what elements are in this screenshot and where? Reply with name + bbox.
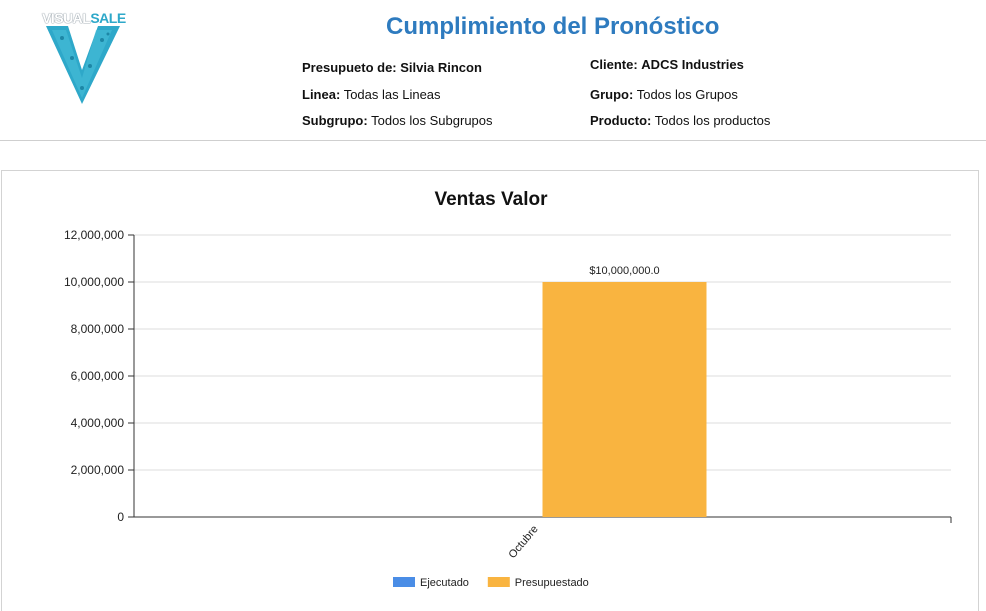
y-tick-label: 0 — [117, 510, 124, 524]
logo-text-sale: SALE — [90, 10, 126, 26]
meta-linea: Linea: Todas las Lineas — [302, 87, 441, 102]
meta-grupo-value: Todos los Grupos — [636, 87, 738, 102]
y-tick-label: 2,000,000 — [71, 463, 125, 477]
meta-subgrupo: Subgrupo: Todos los Subgrupos — [302, 113, 493, 128]
legend-label-presupuestado: Presupuestado — [515, 577, 589, 589]
meta-cliente-label: Cliente: — [590, 57, 638, 72]
y-tick-label: 12,000,000 — [64, 228, 124, 242]
legend-label-ejecutado: Ejecutado — [420, 577, 469, 589]
bar-presupuestado — [542, 282, 707, 517]
meta-cliente: Cliente: ADCS Industries — [590, 57, 744, 72]
meta-presupuesto-label: Presupueto de: — [302, 60, 397, 75]
meta-producto: Producto: Todos los productos — [590, 113, 770, 128]
legend-swatch-presupuestado — [487, 577, 510, 587]
logo-v-mark — [46, 26, 120, 104]
ventas-valor-chart: Ventas Valor 0 2,000,000 4,000,000 6,000,000… — [64, 189, 952, 589]
legend-swatch-ejecutado — [393, 577, 415, 587]
meta-linea-label: Linea: — [302, 87, 341, 102]
y-tick-label: 4,000,000 — [71, 416, 125, 430]
y-tick-label: 10,000,000 — [64, 275, 124, 289]
x-tick-label: Octubre — [506, 523, 540, 561]
report-header: VISUALSALE Cumplimiento del Pronóstico P… — [0, 0, 986, 141]
meta-grupo: Grupo: Todos los Grupos — [590, 87, 738, 102]
logo-text-visual: VISUAL — [42, 10, 91, 26]
visualsale-logo: VISUALSALE — [42, 8, 126, 104]
meta-cliente-value: ADCS Industries — [641, 57, 744, 72]
meta-presupuesto: Presupueto de: Silvia Rincon — [302, 60, 482, 75]
chart-title: Ventas Valor — [434, 189, 548, 210]
meta-linea-value: Todas las Lineas — [343, 87, 441, 102]
data-label: $10,000,000.0 — [589, 265, 659, 277]
y-tick-label: 6,000,000 — [71, 369, 125, 383]
meta-presupuesto-value: Silvia Rincon — [400, 60, 482, 75]
logo-wordmark: VISUALSALE — [42, 10, 126, 26]
meta-subgrupo-value: Todos los Subgrupos — [371, 113, 493, 128]
report-title: Cumplimiento del Pronóstico — [386, 13, 720, 40]
chart-panel: Ventas Valor 0 2,000,000 4,000,000 6,000,000… — [1, 170, 979, 611]
meta-subgrupo-label: Subgrupo: — [302, 113, 368, 128]
meta-grupo-label: Grupo: — [590, 87, 634, 102]
meta-producto-label: Producto: — [590, 113, 652, 128]
y-tick-label: 8,000,000 — [71, 322, 125, 336]
meta-producto-value: Todos los productos — [654, 113, 771, 128]
